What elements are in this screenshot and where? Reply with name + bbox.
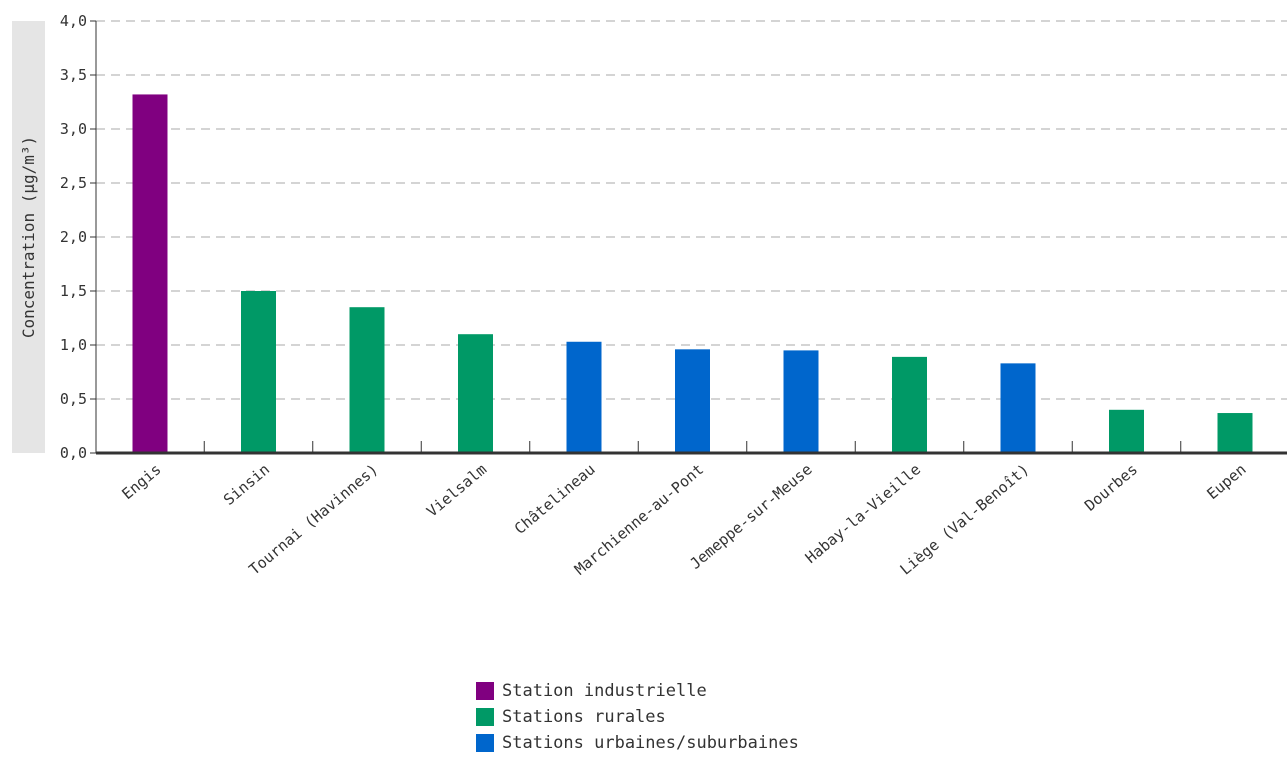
legend-swatch-industrial [476,682,494,700]
legend-item-industrial[interactable]: Station industrielle [476,678,799,704]
y-axis-title: Concentration (µg/m³) [19,136,38,338]
bar-10[interactable] [1217,413,1253,453]
x-tick-label: Habay-la-Vieille [802,460,924,567]
legend-item-urban[interactable]: Stations urbaines/suburbaines [476,730,799,756]
bar-1[interactable] [241,291,276,453]
bar-5[interactable] [675,349,710,453]
bar-8[interactable] [1000,363,1036,453]
legend-label-rural: Stations rurales [502,707,666,727]
x-tick-label: Vielsalm [423,460,490,520]
y-axis-ticks: 0,0 0,5 1,0 1,5 2,0 2,5 3,0 3,5 4,0 [60,12,96,462]
y-tick-label: 2,0 [60,228,87,246]
x-tick-label: Dourbes [1081,460,1141,514]
legend-swatch-urban [476,734,494,752]
bar-4[interactable] [566,341,602,453]
x-tick-label: Engis [118,460,164,503]
x-tick-label: Jemeppe-sur-Meuse [686,460,815,572]
y-tick-label: 3,0 [60,120,87,138]
bar-6[interactable] [783,350,819,453]
bar-7[interactable] [892,356,927,453]
legend: Station industrielle Stations rurales St… [476,678,799,756]
bar-2[interactable] [349,307,385,453]
bars [132,94,1253,453]
bar-9[interactable] [1109,409,1144,453]
legend-label-industrial: Station industrielle [502,681,707,701]
x-tick-label: Châtelineau [511,460,599,538]
legend-swatch-rural [476,708,494,726]
x-tick-label: Sinsin [220,460,273,509]
legend-item-rural[interactable]: Stations rurales [476,704,799,730]
y-tick-label: 0,5 [60,390,87,408]
x-tick-label: Eupen [1203,460,1249,503]
bar-3[interactable] [458,334,493,453]
legend-label-urban: Stations urbaines/suburbaines [502,733,799,753]
y-tick-label: 0,0 [60,444,87,462]
y-tick-label: 3,5 [60,66,87,84]
y-tick-label: 1,0 [60,336,87,354]
bar-0[interactable] [132,94,168,453]
y-tick-label: 4,0 [60,12,87,30]
y-axis-title-band [12,21,45,453]
y-tick-label: 1,5 [60,282,87,300]
gridlines [96,20,1287,400]
y-tick-label: 2,5 [60,174,87,192]
